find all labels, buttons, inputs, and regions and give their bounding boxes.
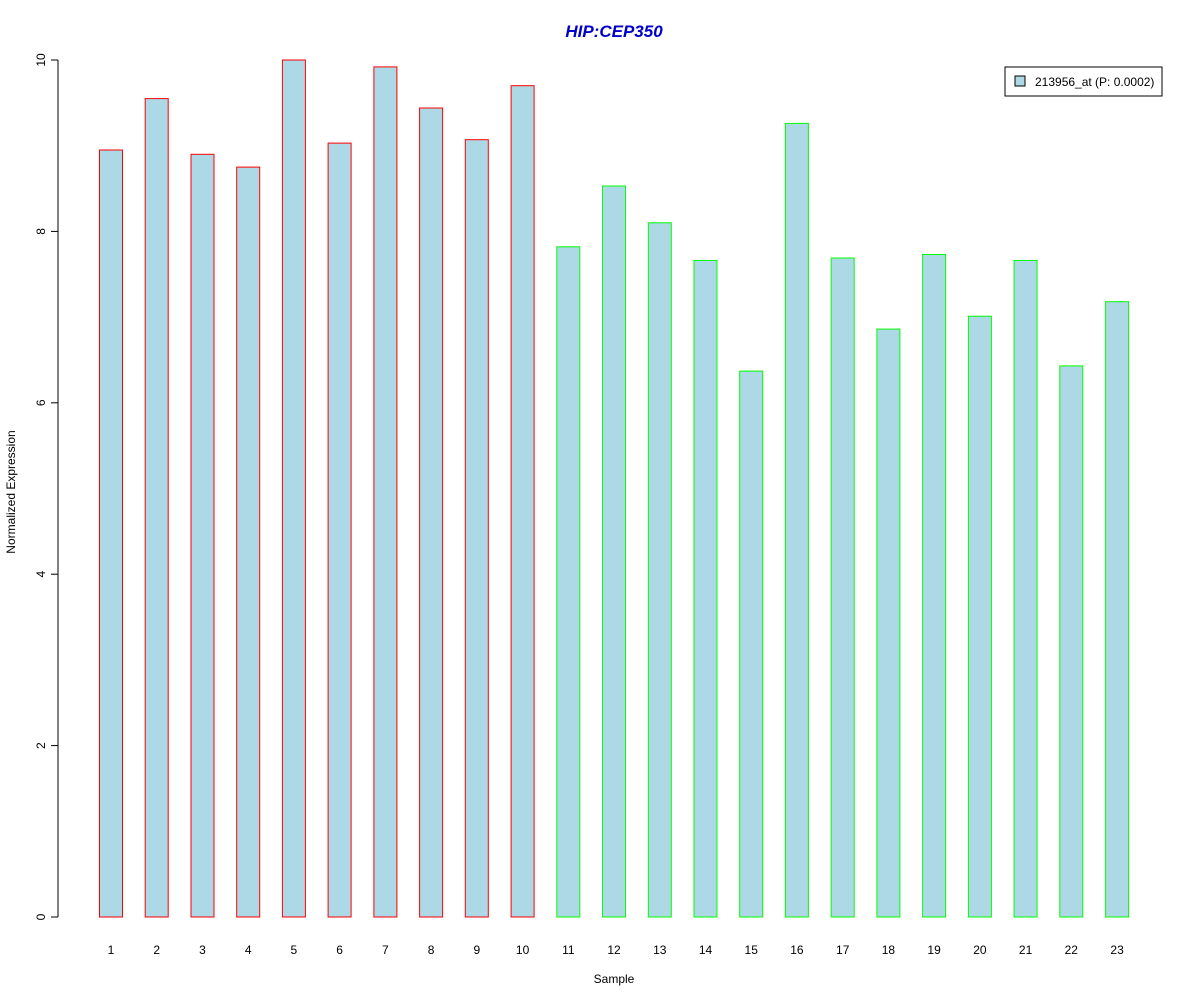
x-tick-label: 21 (1019, 943, 1033, 957)
x-tick-label: 16 (790, 943, 804, 957)
chart-title: HIP:CEP350 (565, 22, 663, 41)
bars (99, 59, 1130, 918)
x-tick-label: 8 (428, 943, 435, 957)
legend-swatch (1014, 75, 1026, 87)
y-axis-title: Normalized Expression (4, 430, 18, 553)
bar-sample-4 (236, 166, 261, 918)
bar-sample-17 (830, 257, 855, 918)
y-tick-label: 0 (34, 913, 48, 920)
x-tick-label: 20 (973, 943, 987, 957)
bar-sample-14 (693, 260, 718, 918)
x-axis-tick-labels: 1 2 3 4 5 6 7 8 9 10 11 12 13 14 15 16 17 18 19 20 21 22 23 (108, 943, 1124, 957)
bar-sample-21 (1013, 260, 1038, 918)
bar-sample-13 (647, 222, 672, 918)
x-tick-label: 19 (927, 943, 941, 957)
x-tick-label: 11 (562, 943, 575, 957)
legend: 213956_at (P: 0.0002) (1004, 66, 1163, 97)
legend-label: 213956_at (P: 0.0002) (1035, 75, 1154, 89)
x-tick-label: 23 (1110, 943, 1124, 957)
bar-sample-18 (876, 328, 901, 918)
x-tick-label: 17 (836, 943, 850, 957)
x-tick-label: 4 (245, 943, 252, 957)
y-tick-label: 4 (34, 571, 48, 578)
y-tick-label: 10 (34, 53, 48, 67)
bar-sample-1 (99, 149, 123, 918)
y-axis: 0 2 4 6 8 10 (34, 53, 59, 920)
bar-sample-12 (602, 185, 626, 918)
x-tick-label: 18 (882, 943, 896, 957)
bar-sample-7 (373, 66, 398, 918)
x-tick-label: 12 (607, 943, 621, 957)
bar-sample-8 (419, 107, 444, 918)
bar-sample-3 (190, 153, 215, 918)
legend-box (1004, 66, 1163, 97)
bar-sample-16 (784, 122, 809, 918)
bar-sample-5 (281, 59, 306, 918)
x-axis-title: Sample (594, 972, 635, 986)
y-tick-label: 8 (34, 228, 48, 235)
bar-sample-2 (144, 98, 169, 918)
bar-sample-15 (739, 370, 764, 918)
bar-sample-6 (327, 142, 352, 918)
y-tick-label: 6 (34, 399, 48, 406)
x-tick-label: 3 (199, 943, 206, 957)
bar-sample-11 (556, 246, 581, 918)
x-tick-label: 2 (153, 943, 160, 957)
bar-sample-20 (967, 315, 992, 918)
bar-sample-23 (1105, 301, 1130, 918)
x-tick-label: 10 (516, 943, 530, 957)
x-tick-label: 15 (745, 943, 759, 957)
bar-sample-9 (464, 139, 489, 918)
x-tick-label: 22 (1065, 943, 1079, 957)
x-tick-label: 5 (291, 943, 298, 957)
bar-sample-10 (510, 85, 535, 918)
y-tick-label: 2 (34, 742, 48, 749)
x-tick-label: 9 (473, 943, 480, 957)
bar-sample-19 (922, 254, 947, 918)
x-tick-label: 7 (382, 943, 389, 957)
bar-sample-22 (1059, 365, 1084, 918)
x-tick-label: 14 (699, 943, 713, 957)
x-tick-label: 13 (653, 943, 667, 957)
x-tick-label: 6 (336, 943, 343, 957)
x-tick-label: 1 (108, 943, 115, 957)
